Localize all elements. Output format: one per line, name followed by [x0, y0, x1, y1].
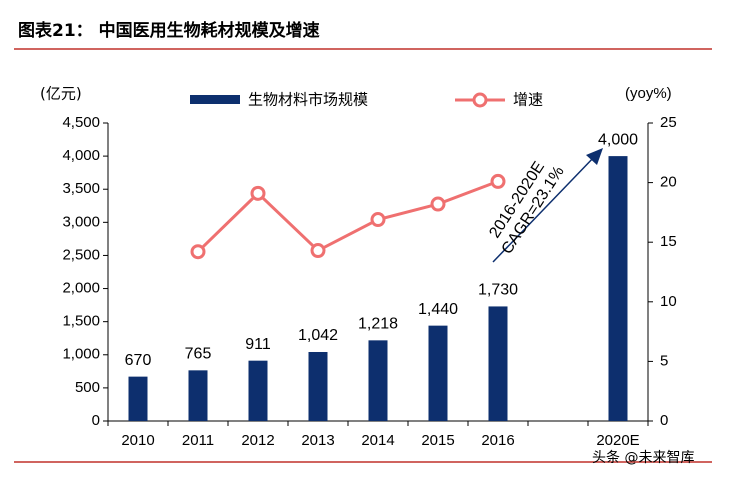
bar [128, 376, 148, 421]
y-tick-label: 500 [75, 379, 100, 396]
legend-swatch-marker [472, 92, 488, 108]
legend-label: 增速 [513, 91, 543, 109]
watermark: 头条 @未来智库 [592, 449, 694, 466]
chart-title: 图表21： 中国医用生物耗材规模及增速 [18, 20, 320, 41]
x-tick-label: 2015 [421, 432, 454, 449]
annotation-arrow [492, 154, 597, 263]
x-tick-label: 2013 [301, 432, 334, 449]
line-marker [370, 212, 386, 228]
line-marker [430, 196, 446, 212]
y-tick-label: 2,500 [62, 246, 100, 263]
y-axis-label: (亿元) [40, 85, 82, 103]
y2-tick-label: 10 [660, 293, 677, 310]
line-marker [310, 243, 326, 259]
y2-tick-label: 20 [660, 174, 677, 191]
x-tick-label: 2011 [182, 432, 214, 449]
value-label: 765 [185, 346, 212, 363]
bar [428, 325, 448, 421]
y2-axis-label: (yoy%) [625, 85, 672, 102]
y-tick-label: 4,500 [62, 114, 100, 131]
y-tick-label: 3,000 [62, 213, 100, 230]
y-tick-label: 1,500 [62, 313, 100, 330]
y2-tick-label: 25 [660, 114, 677, 131]
bar [248, 360, 268, 421]
y-tick-label: 3,500 [62, 180, 100, 197]
bar [188, 370, 208, 421]
value-label: 1,730 [478, 282, 518, 299]
x-tick-label: 2012 [241, 432, 274, 449]
x-tick-label: 2016 [481, 432, 514, 449]
value-label: 1,218 [358, 316, 398, 333]
annotation-arrowhead [586, 148, 603, 165]
line-marker [250, 185, 266, 201]
y2-tick-label: 0 [660, 412, 668, 429]
value-label: 911 [245, 336, 271, 353]
value-label: 1,440 [418, 301, 458, 318]
y-tick-label: 4,000 [62, 147, 100, 164]
line-marker [190, 244, 206, 260]
bar [308, 351, 328, 421]
legend-swatch [190, 95, 240, 104]
y2-tick-label: 5 [660, 352, 668, 369]
value-label: 4,000 [598, 131, 638, 148]
y2-tick-label: 15 [660, 233, 677, 250]
y-tick-label: 0 [92, 412, 100, 429]
bar [368, 340, 388, 421]
bar [488, 306, 508, 421]
value-label: 1,042 [298, 327, 338, 344]
x-tick-label: 2014 [361, 432, 394, 449]
legend-label: 生物材料市场规模 [248, 91, 368, 109]
bar [608, 156, 628, 421]
value-label: 670 [125, 352, 152, 369]
line [196, 180, 499, 253]
x-tick-label: 2010 [121, 432, 154, 449]
line-marker [490, 173, 506, 189]
x-tick-label: 2020E [596, 432, 639, 449]
y-tick-label: 1,000 [62, 346, 100, 363]
y-tick-label: 2,000 [62, 280, 100, 297]
